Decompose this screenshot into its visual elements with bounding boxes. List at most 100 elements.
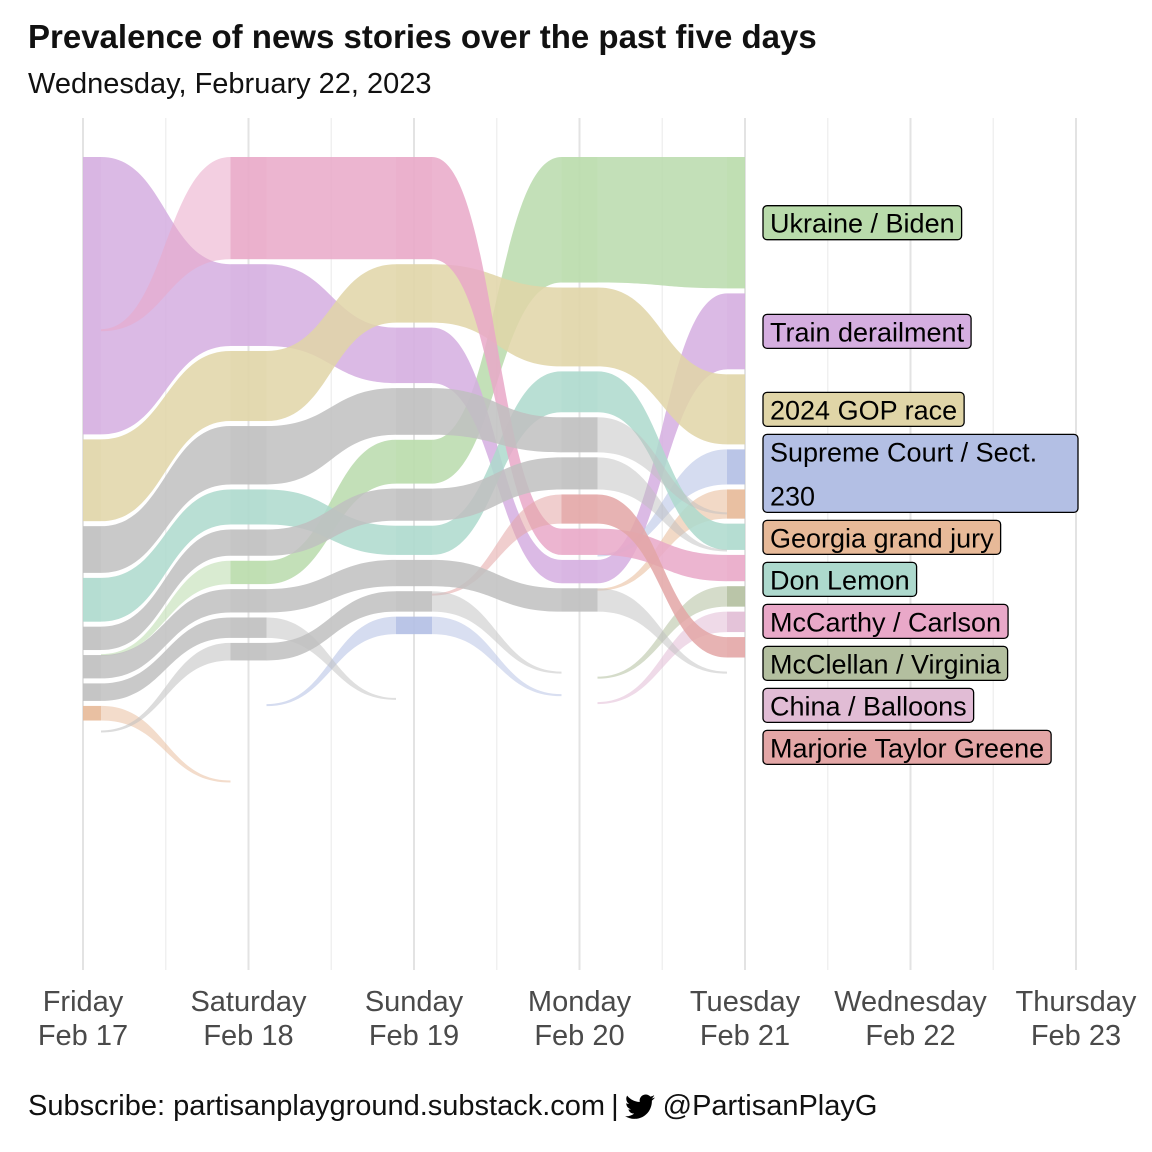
label-box xyxy=(762,391,965,428)
chart-title: Prevalence of news stories over the past… xyxy=(28,18,817,55)
stream-flow xyxy=(432,494,562,596)
stream-block xyxy=(561,588,598,612)
stream-flow xyxy=(101,589,231,679)
label-box xyxy=(762,205,963,241)
label-line: Georgia grand jury xyxy=(770,523,994,553)
stream-block xyxy=(83,683,101,701)
stream-block xyxy=(727,157,745,289)
series-label-text: Don Lemon xyxy=(770,565,910,595)
stream-flow xyxy=(101,489,231,622)
x-tick-day: Tuesday xyxy=(690,986,801,1018)
label-line: 2024 GOP race xyxy=(770,395,957,425)
stream-flow xyxy=(597,417,727,515)
stream-flow xyxy=(101,560,231,657)
stream-block xyxy=(83,157,101,435)
stream-block xyxy=(727,489,745,519)
stream-other-story xyxy=(83,388,727,573)
x-tick-day: Wednesday xyxy=(834,986,987,1018)
stream-block xyxy=(230,617,267,638)
series-label-text: Train derailment xyxy=(770,317,965,347)
stream-block xyxy=(83,705,101,721)
label-line: Train derailment xyxy=(770,317,965,347)
label-mcclellan-virginia: McClellan / Virginia xyxy=(762,645,1009,682)
stream-flow xyxy=(101,426,231,573)
label-ukraine-biden: Ukraine / Biden xyxy=(762,205,963,241)
stream-block xyxy=(83,626,101,651)
x-tick-date: Feb 21 xyxy=(700,1020,790,1052)
stream-block xyxy=(396,388,432,435)
stream-flow xyxy=(101,617,231,701)
stream-flow xyxy=(101,529,231,651)
stream-flow xyxy=(101,157,231,332)
label-line: McClellan / Virginia xyxy=(770,649,1002,679)
label-box xyxy=(762,687,975,724)
stream-block xyxy=(396,616,432,635)
subscribe-text: Subscribe: partisanplayground.substack.c… xyxy=(28,1090,606,1122)
series-label-text: McClellan / Virginia xyxy=(770,649,1002,679)
stream-flow xyxy=(432,157,562,555)
stream-flow xyxy=(266,591,396,661)
stream-flow xyxy=(266,388,396,485)
stream-flow xyxy=(597,157,727,289)
series-label-text: Ukraine / Biden xyxy=(770,209,955,239)
stream-block xyxy=(230,589,267,613)
stream-block xyxy=(561,417,598,453)
stream-flow xyxy=(432,559,562,612)
stream-block xyxy=(727,523,745,550)
stream-block xyxy=(727,611,745,633)
stream-flow xyxy=(101,705,231,783)
x-tick-label: Sunday Feb 19 xyxy=(365,986,464,1052)
series-label-text: Georgia grand jury xyxy=(770,523,994,553)
x-tick-label: Friday Feb 17 xyxy=(38,986,128,1052)
x-tick-day: Thursday xyxy=(1016,986,1137,1018)
series-label-text: China / Balloons xyxy=(770,691,967,721)
stream-block xyxy=(396,559,432,587)
stream-block xyxy=(230,489,267,525)
stream-block xyxy=(561,287,598,367)
stream-block xyxy=(230,529,267,556)
x-tick-day: Monday xyxy=(528,986,632,1018)
stream-block xyxy=(727,449,745,485)
label-2024-gop-race: 2024 GOP race xyxy=(762,391,965,428)
label-box xyxy=(762,645,1009,682)
stream-marjorie-taylor-greene xyxy=(432,494,745,658)
stream-flow xyxy=(597,588,727,674)
label-box xyxy=(762,561,918,598)
label-box xyxy=(762,433,1079,514)
stream-flow xyxy=(597,494,727,658)
label-box xyxy=(762,729,1052,766)
stream-block xyxy=(396,591,432,612)
x-axis-ticks: Friday Feb 17 Saturday Feb 18 Sunday Feb 19 Mo… xyxy=(38,986,1137,1052)
x-tick-date: Feb 18 xyxy=(203,1020,293,1052)
series-label-text: Marjorie Taylor Greene xyxy=(770,733,1044,763)
streams xyxy=(83,157,745,783)
stream-flow xyxy=(101,157,231,435)
x-tick-label: Tuesday Feb 21 xyxy=(690,986,801,1052)
stream-block xyxy=(561,157,598,283)
stream-flow xyxy=(597,449,727,557)
stream-block xyxy=(230,264,267,346)
series-label-text: McCarthy / Carlson xyxy=(770,607,1001,637)
x-tick-date: Feb 19 xyxy=(369,1020,459,1052)
stream-other-story xyxy=(83,559,727,679)
label-line: Supreme Court / Sect. xyxy=(770,437,1037,467)
stream-flow xyxy=(432,591,562,674)
label-line: Ukraine / Biden xyxy=(770,209,955,239)
label-line: China / Balloons xyxy=(770,691,967,721)
stream-flow xyxy=(266,157,396,260)
stream-block xyxy=(561,494,598,524)
stream-mccarthy-carlson xyxy=(101,157,745,582)
label-line: Don Lemon xyxy=(770,565,910,595)
label-box xyxy=(762,519,1002,556)
x-tick-date: Feb 20 xyxy=(534,1020,624,1052)
stream-flow xyxy=(432,616,562,697)
stream-block xyxy=(230,426,267,485)
stream-block xyxy=(230,560,267,585)
stream-block xyxy=(396,327,432,384)
x-tick-day: Saturday xyxy=(190,986,307,1018)
stream-flow xyxy=(597,457,727,552)
x-tick-date: Feb 17 xyxy=(38,1020,128,1052)
stream-block xyxy=(561,371,598,413)
stream-flow xyxy=(266,488,396,556)
stream-block xyxy=(727,293,745,370)
